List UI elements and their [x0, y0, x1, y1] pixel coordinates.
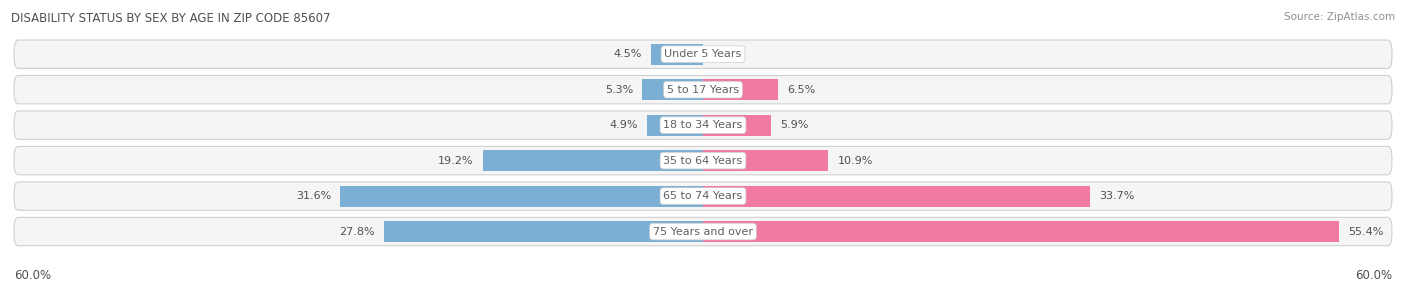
Bar	[703, 221, 1339, 242]
Bar	[703, 150, 828, 171]
Legend: Male, Female: Male, Female	[637, 302, 769, 304]
Bar	[482, 150, 703, 171]
Text: DISABILITY STATUS BY SEX BY AGE IN ZIP CODE 85607: DISABILITY STATUS BY SEX BY AGE IN ZIP C…	[11, 12, 330, 25]
Text: 33.7%: 33.7%	[1099, 191, 1135, 201]
Text: 5 to 17 Years: 5 to 17 Years	[666, 85, 740, 95]
FancyBboxPatch shape	[14, 75, 1392, 104]
Text: 4.5%: 4.5%	[614, 49, 643, 59]
Bar	[703, 186, 1090, 206]
Text: 60.0%: 60.0%	[1355, 269, 1392, 282]
Text: 55.4%: 55.4%	[1348, 226, 1384, 237]
Text: 18 to 34 Years: 18 to 34 Years	[664, 120, 742, 130]
Text: 35 to 64 Years: 35 to 64 Years	[664, 156, 742, 166]
FancyBboxPatch shape	[14, 147, 1392, 175]
Text: 75 Years and over: 75 Years and over	[652, 226, 754, 237]
Text: 4.9%: 4.9%	[609, 120, 637, 130]
Text: 0.0%: 0.0%	[713, 49, 741, 59]
Text: 60.0%: 60.0%	[14, 269, 51, 282]
Text: 27.8%: 27.8%	[339, 226, 374, 237]
Bar	[703, 79, 778, 100]
Bar	[643, 79, 703, 100]
Bar	[384, 221, 703, 242]
Bar	[703, 115, 770, 136]
Text: Source: ZipAtlas.com: Source: ZipAtlas.com	[1284, 12, 1395, 22]
Bar	[651, 44, 703, 65]
Text: Under 5 Years: Under 5 Years	[665, 49, 741, 59]
Text: 5.9%: 5.9%	[780, 120, 808, 130]
Text: 19.2%: 19.2%	[437, 156, 474, 166]
FancyBboxPatch shape	[14, 182, 1392, 210]
Text: 6.5%: 6.5%	[787, 85, 815, 95]
FancyBboxPatch shape	[14, 217, 1392, 246]
Bar	[647, 115, 703, 136]
Text: 10.9%: 10.9%	[838, 156, 873, 166]
Bar	[340, 186, 703, 206]
Text: 31.6%: 31.6%	[295, 191, 330, 201]
FancyBboxPatch shape	[14, 40, 1392, 68]
FancyBboxPatch shape	[14, 111, 1392, 139]
Text: 65 to 74 Years: 65 to 74 Years	[664, 191, 742, 201]
Text: 5.3%: 5.3%	[605, 85, 633, 95]
